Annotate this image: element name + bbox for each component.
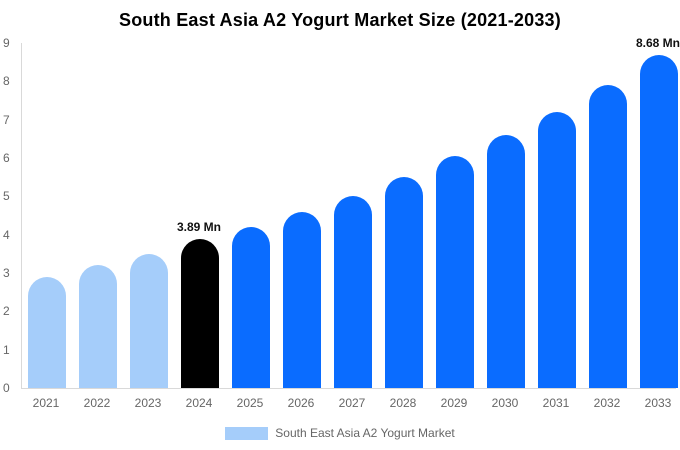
chart-title: South East Asia A2 Yogurt Market Size (2… bbox=[119, 10, 561, 30]
y-tick-label: 7 bbox=[3, 112, 10, 127]
y-tick-label: 1 bbox=[3, 342, 10, 357]
bar-2022 bbox=[79, 265, 117, 388]
x-tick-label: 2030 bbox=[491, 396, 519, 410]
bar-value-label-2033: 8.68 Mn bbox=[635, 36, 680, 51]
legend: South East Asia A2 Yogurt Market bbox=[0, 426, 680, 440]
x-tick-label: 2025 bbox=[236, 396, 264, 410]
y-tick-label: 4 bbox=[3, 227, 10, 242]
bar-2032 bbox=[589, 85, 627, 388]
x-tick-label: 2021 bbox=[32, 396, 60, 410]
x-tick-label: 2026 bbox=[287, 396, 315, 410]
x-tick-label: 2028 bbox=[389, 396, 417, 410]
y-tick-label: 8 bbox=[3, 74, 10, 89]
bar-2028 bbox=[385, 177, 423, 388]
x-tick-label: 2033 bbox=[644, 396, 672, 410]
x-tick-label: 2024 bbox=[185, 396, 213, 410]
x-tick-label: 2023 bbox=[134, 396, 162, 410]
x-tick-label: 2032 bbox=[593, 396, 621, 410]
y-tick-label: 2 bbox=[3, 304, 10, 319]
bar-2029 bbox=[436, 156, 474, 388]
x-tick-label: 2022 bbox=[83, 396, 111, 410]
legend-label: South East Asia A2 Yogurt Market bbox=[275, 426, 455, 440]
bar-2031 bbox=[538, 112, 576, 388]
x-tick-label: 2027 bbox=[338, 396, 366, 410]
x-tick-label: 2031 bbox=[542, 396, 570, 410]
y-tick-label: 0 bbox=[3, 381, 10, 395]
bar-value-label-2024: 3.89 Mn bbox=[176, 219, 221, 234]
bar-2024 bbox=[181, 238, 219, 388]
y-tick-label: 3 bbox=[3, 266, 10, 280]
legend-swatch bbox=[225, 426, 269, 440]
plot-area bbox=[21, 43, 678, 388]
bar-2021 bbox=[28, 276, 66, 388]
bar-2025 bbox=[232, 227, 270, 388]
bar-2033 bbox=[640, 55, 678, 388]
bar-2023 bbox=[130, 253, 168, 388]
y-tick-label: 5 bbox=[3, 189, 10, 204]
y-tick-label: 6 bbox=[3, 151, 10, 165]
x-axis-line bbox=[21, 388, 676, 389]
bar-2030 bbox=[487, 135, 525, 388]
bar-2026 bbox=[283, 211, 321, 388]
bar-2027 bbox=[334, 196, 372, 388]
x-tick-label: 2029 bbox=[440, 396, 468, 410]
y-tick-label: 9 bbox=[3, 36, 10, 50]
